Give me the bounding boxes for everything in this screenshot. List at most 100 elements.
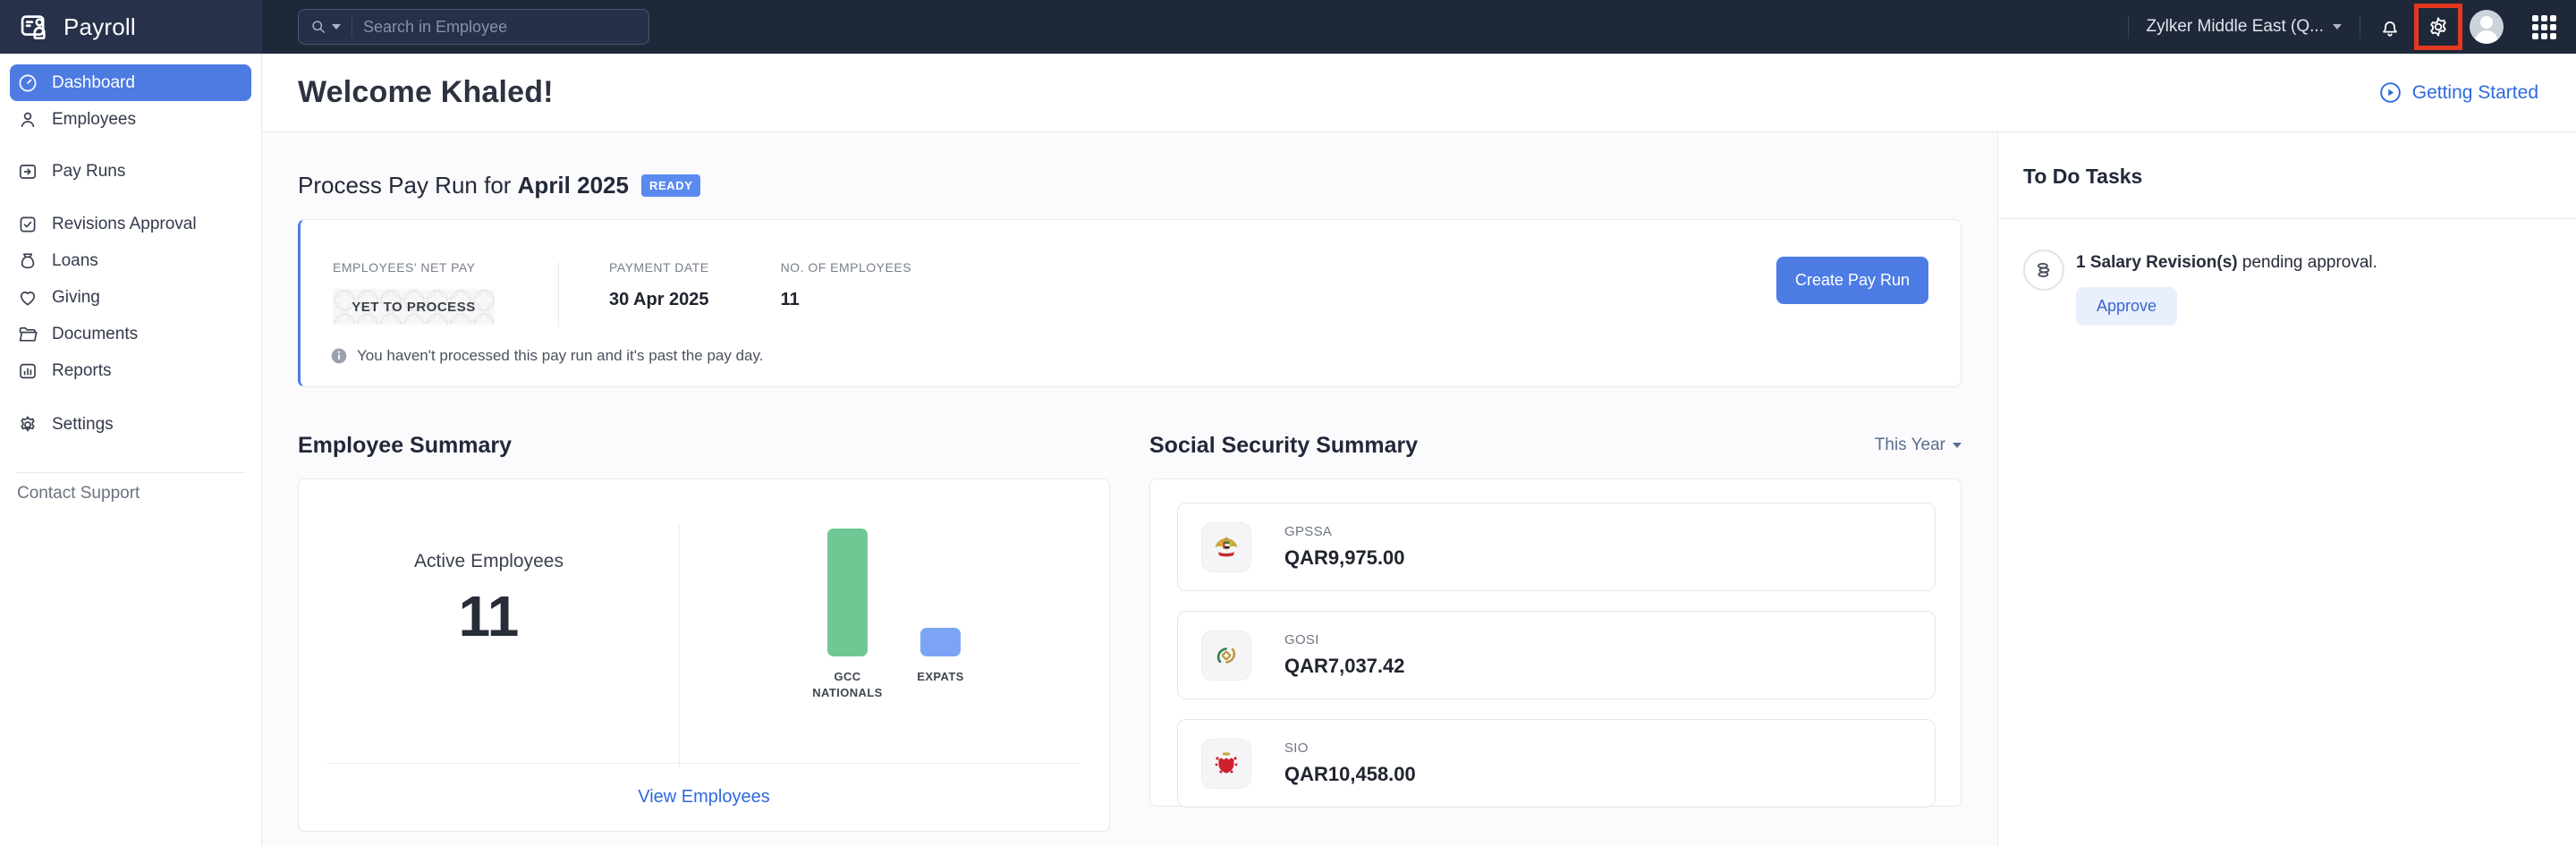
search-scope-caret-icon[interactable]	[332, 24, 341, 30]
welcome-row: Welcome Khaled! Getting Started	[262, 54, 2576, 132]
sidebar-item-settings[interactable]: Settings	[0, 406, 261, 443]
employees-icon	[21, 112, 35, 127]
employee-bar-chart: GCC NATIONALS EXPATS	[679, 529, 1109, 706]
create-pay-run-button[interactable]: Create Pay Run	[1776, 257, 1928, 304]
sidebar-label: Loans	[52, 250, 98, 270]
body: Dashboard Employees Pay Runs Revi	[0, 54, 2576, 846]
apps-grid-icon[interactable]	[2532, 14, 2556, 39]
settings-gear-button[interactable]	[2427, 15, 2450, 38]
topbar: Payroll Zylker Middle East (Q...	[0, 0, 2576, 54]
sidebar: Dashboard Employees Pay Runs Revi	[0, 54, 262, 846]
sidebar-label: Pay Runs	[52, 161, 126, 181]
employee-summary-section: Employee Summary Active Employees 11 GCC…	[298, 432, 1110, 832]
summary-grid: Employee Summary Active Employees 11 GCC…	[298, 432, 1962, 832]
bar-group: GCC NATIONALS	[803, 529, 893, 706]
sidebar-item-reports[interactable]: Reports	[0, 352, 261, 389]
employee-count-value: 11	[780, 290, 800, 309]
period-filter-dropdown[interactable]: This Year	[1875, 436, 1962, 455]
global-search[interactable]	[298, 9, 649, 45]
task-rest-text: pending approval.	[2237, 253, 2377, 272]
info-icon	[331, 348, 347, 364]
notifications-button[interactable]	[2378, 15, 2402, 38]
social-security-header: Social Security Summary This Year	[1149, 432, 1962, 459]
annotation-highlight-box	[2414, 4, 2462, 50]
employee-summary-header: Employee Summary	[298, 432, 1110, 459]
social-security-item-gpssa[interactable]: GPSSA QAR9,975.00	[1177, 503, 1936, 591]
todo-title: To Do Tasks	[2023, 165, 2143, 188]
sidebar-item-giving[interactable]: Giving	[0, 279, 261, 316]
employee-count-field: NO. OF EMPLOYEES 11	[781, 260, 911, 386]
gpssa-icon-tile	[1201, 521, 1251, 572]
sidebar-item-pay-runs[interactable]: Pay Runs	[0, 153, 261, 190]
content: Welcome Khaled! Getting Started Process …	[262, 54, 2576, 846]
bar-label: GCC NATIONALS	[812, 670, 883, 699]
sidebar-item-loans[interactable]: Loans	[0, 242, 261, 279]
social-security-section: Social Security Summary This Year	[1149, 432, 1962, 832]
topbar-brand[interactable]: Payroll	[0, 0, 262, 54]
employee-count-label: NO. OF EMPLOYEES	[780, 260, 912, 275]
social-security-item-gosi[interactable]: GOSI QAR7,037.42	[1177, 611, 1936, 699]
gosi-text: GOSI QAR7,037.42	[1284, 632, 1405, 678]
chevron-down-icon	[1953, 443, 1962, 448]
payrun-note-text: You haven't processed this pay run and i…	[357, 347, 764, 364]
settings-icon	[21, 415, 35, 431]
todo-body: 1 Salary Revision(s) pending approval. A…	[2076, 250, 2377, 326]
status-badge: READY	[640, 174, 701, 197]
contact-support-link[interactable]: Contact Support	[17, 484, 140, 503]
sidebar-label: Revisions Approval	[52, 214, 197, 233]
scheme-amount: QAR9,975.00	[1284, 546, 1405, 569]
social-security-title: Social Security Summary	[1149, 432, 1419, 458]
view-employees-link[interactable]: View Employees	[638, 787, 770, 807]
gosi-logo-icon	[1216, 647, 1236, 664]
content-row: Process Pay Run for April 2025 READY EMP…	[262, 132, 2576, 846]
sidebar-item-documents[interactable]: Documents	[0, 316, 261, 352]
sidebar-item-revisions-approval[interactable]: Revisions Approval	[0, 206, 261, 242]
coins-stack-icon	[2038, 263, 2050, 277]
employee-summary-card: Active Employees 11 GCC NATIONALS EXPATS …	[298, 478, 1110, 832]
pay-runs-icon	[19, 164, 37, 179]
getting-started-link[interactable]: Getting Started	[2378, 80, 2538, 105]
chevron-down-icon[interactable]	[2333, 24, 2342, 30]
social-security-card: GPSSA QAR9,975.00	[1149, 478, 1962, 808]
revisions-approval-icon	[20, 216, 36, 232]
payrun-card: EMPLOYEES' NET PAY YET TO PROCESS PAYMEN…	[298, 219, 1962, 387]
payrun-note: You haven't processed this pay run and i…	[330, 347, 763, 365]
reports-icon	[20, 363, 36, 378]
sidebar-label: Documents	[52, 324, 139, 343]
payroll-logo-icon	[21, 15, 46, 40]
bar-label: EXPATS	[917, 670, 964, 683]
page-title: Welcome Khaled!	[298, 75, 554, 109]
net-pay-label: EMPLOYEES' NET PAY	[333, 260, 476, 275]
sio-icon-tile	[1201, 738, 1251, 789]
scheme-name: SIO	[1284, 740, 1309, 756]
sidebar-label: Giving	[52, 287, 100, 307]
org-switcher[interactable]: Zylker Middle East (Q...	[2146, 17, 2325, 36]
approve-button[interactable]: Approve	[2076, 287, 2178, 326]
user-avatar[interactable]	[2470, 10, 2504, 44]
topbar-divider	[2127, 15, 2129, 38]
sidebar-item-dashboard[interactable]: Dashboard	[10, 64, 251, 101]
search-input[interactable]	[363, 17, 587, 37]
todo-panel: To Do Tasks 1 Salary Revision(s) pending…	[1997, 132, 2576, 846]
todo-task-item: 1 Salary Revision(s) pending approval. A…	[1998, 219, 2576, 326]
gosi-icon-tile	[1201, 630, 1251, 681]
active-employees-block: Active Employees 11	[299, 551, 679, 649]
sio-text: SIO QAR10,458.00	[1284, 740, 1416, 786]
payrun-title-row: Process Pay Run for April 2025 READY	[298, 172, 1962, 199]
card-vertical-divider	[679, 524, 680, 767]
bahrain-emblem-icon	[1215, 752, 1238, 774]
scheme-name: GOSI	[1284, 632, 1319, 647]
net-pay-field: EMPLOYEES' NET PAY YET TO PROCESS	[333, 260, 522, 386]
getting-started-label: Getting Started	[2411, 81, 2538, 103]
main-column: Process Pay Run for April 2025 READY EMP…	[262, 132, 1997, 846]
avatar-shoulders	[2475, 30, 2498, 44]
bar-group: EXPATS	[896, 628, 986, 706]
uae-emblem-icon	[1215, 536, 1238, 556]
task-text: 1 Salary Revision(s) pending approval.	[2076, 253, 2377, 273]
gpssa-text: GPSSA QAR9,975.00	[1284, 524, 1405, 570]
active-employees-label: Active Employees	[414, 551, 564, 571]
social-security-item-sio[interactable]: SIO QAR10,458.00	[1177, 719, 1936, 808]
sidebar-item-employees[interactable]: Employees	[0, 101, 261, 138]
employee-summary-title: Employee Summary	[298, 432, 512, 458]
